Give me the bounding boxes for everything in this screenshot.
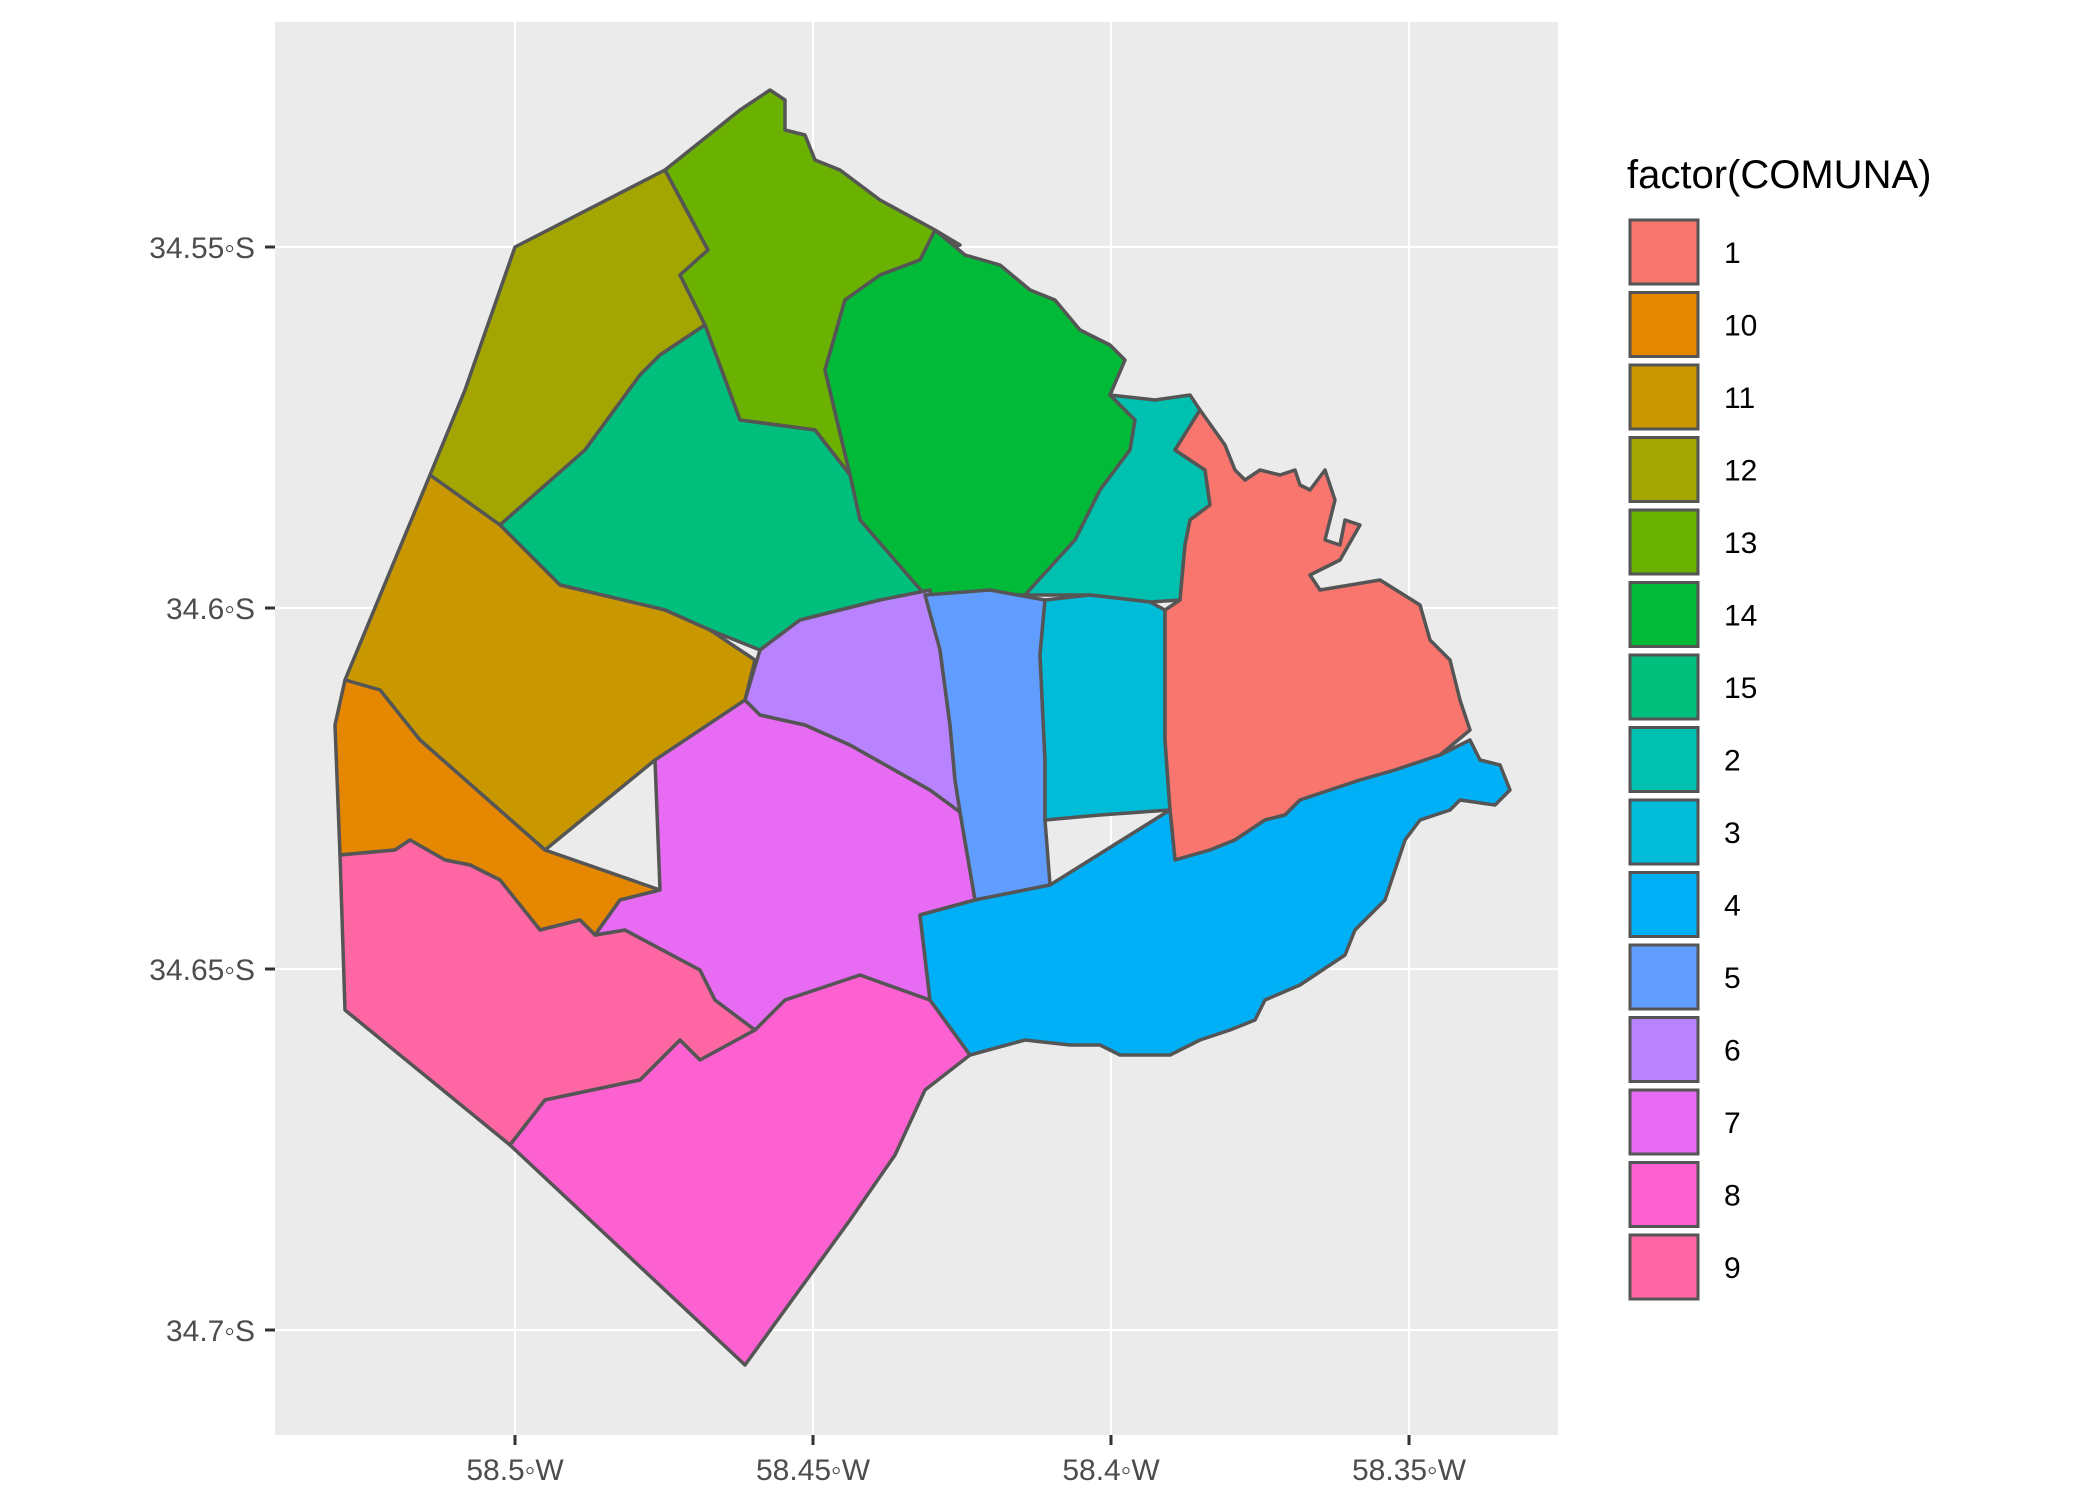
legend-items: 1 10 11 12 13 14 15 2 3 4 5 6 7 8 9: [1628, 218, 1757, 1301]
legend-key-7: [1628, 1088, 1700, 1156]
legend-label-6: 6: [1724, 1035, 1741, 1068]
legend-label-11: 11: [1724, 382, 1755, 415]
legend-label-2: 2: [1724, 745, 1741, 778]
legend-title: factor(COMUNA): [1627, 153, 1931, 197]
legend-key-14: [1628, 581, 1700, 648]
legend-key-15: [1628, 653, 1700, 721]
legend-key-10: [1628, 291, 1700, 358]
legend-label-4: 4: [1724, 890, 1741, 923]
district-4[interactable]: [918, 738, 1512, 1057]
y-tick-label: 34.55◦S: [149, 232, 255, 265]
legend-label-10: 10: [1724, 310, 1757, 343]
legend-label-8: 8: [1724, 1180, 1741, 1213]
legend-key-4: [1628, 871, 1700, 938]
legend-key-2: [1628, 726, 1700, 793]
legend-key-12: [1628, 436, 1700, 503]
legend-key-8: [1628, 1161, 1700, 1228]
x-tick-label: 58.35◦W: [1352, 1454, 1467, 1487]
legend-label-15: 15: [1724, 672, 1757, 705]
legend-key-13: [1628, 508, 1700, 576]
districts: [333, 88, 1512, 1367]
district-3[interactable]: [1038, 593, 1172, 822]
legend-label-12: 12: [1724, 455, 1757, 488]
legend-label-13: 13: [1724, 527, 1757, 560]
axis-ticks: [265, 245, 1411, 1445]
x-tick-label: 58.5◦W: [466, 1454, 564, 1487]
legend-key-5: [1628, 943, 1700, 1011]
y-tick-labels: 34.55◦S 34.6◦S 34.65◦S 34.7◦S: [149, 232, 255, 1348]
legend-key-9: [1628, 1233, 1700, 1301]
y-tick-label: 34.65◦S: [149, 954, 255, 987]
legend-key-6: [1628, 1016, 1700, 1083]
legend-label-5: 5: [1724, 962, 1741, 995]
legend-label-7: 7: [1724, 1107, 1741, 1140]
y-tick-label: 34.6◦S: [166, 593, 255, 626]
legend-label-3: 3: [1724, 817, 1741, 850]
legend-key-11: [1628, 363, 1700, 431]
legend-label-1: 1: [1724, 237, 1741, 270]
legend-key-1: [1628, 218, 1700, 286]
legend-label-14: 14: [1724, 600, 1757, 633]
legend-key-3: [1628, 798, 1700, 866]
x-tick-label: 58.4◦W: [1062, 1454, 1160, 1487]
legend-label-9: 9: [1724, 1252, 1741, 1285]
x-tick-labels: 58.5◦W 58.45◦W 58.4◦W 58.35◦W: [466, 1454, 1466, 1487]
y-tick-label: 34.7◦S: [166, 1315, 255, 1348]
x-tick-label: 58.45◦W: [756, 1454, 871, 1487]
legend: factor(COMUNA) 1 10 11 12 13 14 15 2 3 4 5 6 7 8 9: [1627, 153, 1931, 1301]
